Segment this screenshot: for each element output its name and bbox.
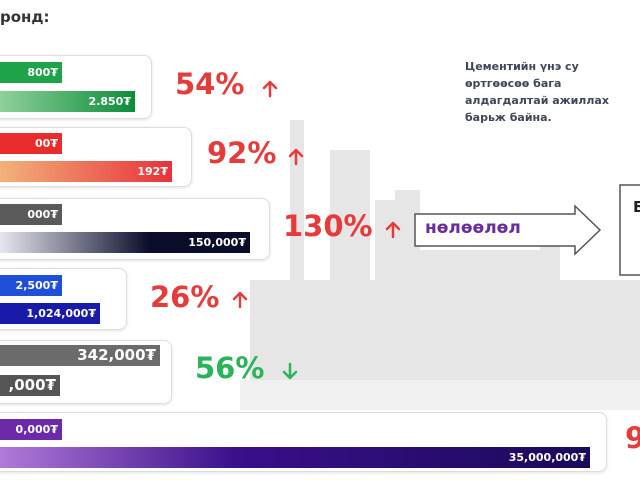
bar-before: 342,000₮ — [0, 345, 160, 366]
change-percent: 92% — [207, 136, 277, 170]
impact-label: нөлөөлөл — [425, 218, 521, 238]
header-title: ронд: — [0, 8, 50, 26]
bar-before: 000₮ — [0, 204, 62, 225]
bar-after: 35,000,000₮ — [0, 447, 590, 468]
change-percent: 130% — [283, 209, 373, 243]
change-percent: 9 — [625, 421, 640, 455]
note-line: барьж байна. — [465, 111, 552, 124]
side-box-text: Б — [633, 198, 640, 216]
bar-after: 1,024,000₮ — [0, 303, 100, 324]
note-line: алдагдалтай ажиллах — [465, 94, 609, 107]
note-line: өртгөөсөө бага — [465, 77, 562, 90]
note-line: Цементийн үнэ су — [465, 60, 579, 73]
change-percent: 26% — [150, 280, 220, 314]
bar-before: 2,500₮ — [0, 275, 62, 296]
bar-after: ,000₮ — [0, 375, 60, 396]
bar-before: 00₮ — [0, 133, 62, 154]
bar-before: 800₮ — [0, 62, 62, 83]
bar-after: 192₮ — [0, 161, 172, 182]
bar-before: 0,000₮ — [0, 419, 62, 440]
change-percent: 54% — [175, 67, 245, 101]
change-percent: 56% — [195, 351, 265, 385]
bar-after: 150,000₮ — [0, 232, 250, 253]
bar-after: 2.850₮ — [0, 91, 135, 112]
